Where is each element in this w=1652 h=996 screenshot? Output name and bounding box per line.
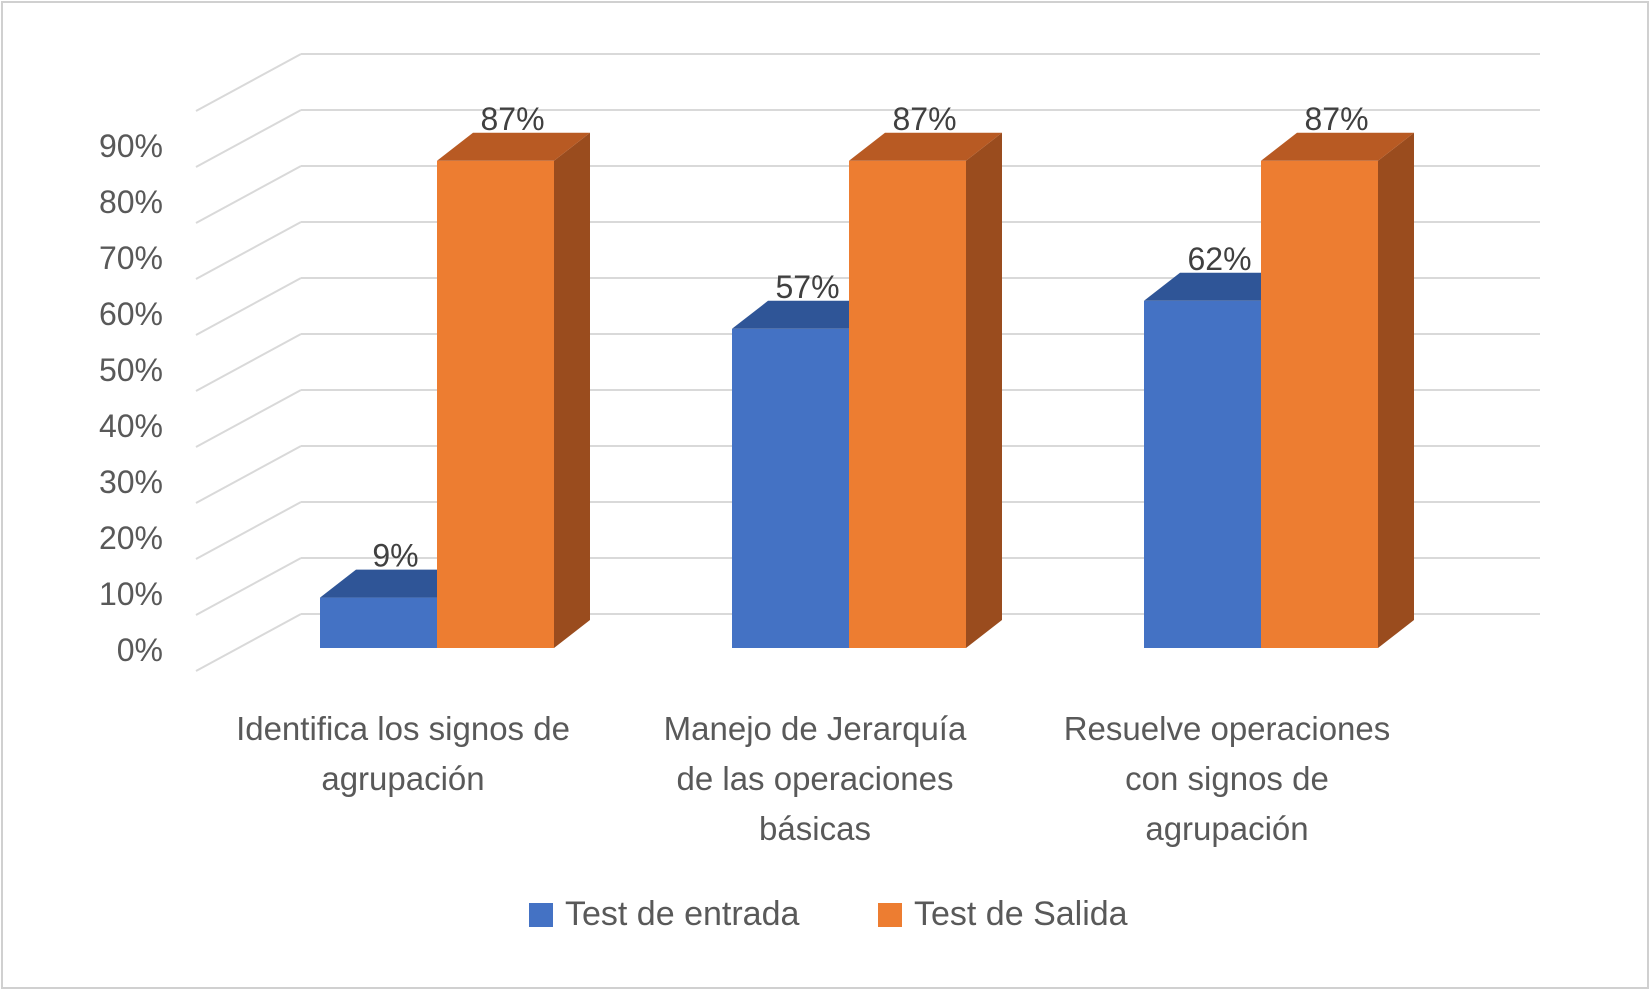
gridline-diagonal — [195, 613, 302, 672]
y-tick-label: 80% — [99, 184, 163, 220]
bar-top-entrada — [732, 300, 885, 329]
gridline-diagonal — [195, 389, 302, 448]
bar-top-salida — [849, 132, 1002, 161]
legend-label: Test de entrada — [565, 895, 799, 933]
data-label: 9% — [372, 538, 418, 574]
category-label: agrupación — [1145, 810, 1308, 847]
y-tick-label: 30% — [99, 464, 163, 500]
bar-salida — [437, 160, 554, 649]
bar-entrada — [732, 328, 849, 648]
bar-side-salida — [1378, 132, 1414, 649]
gridline-diagonal — [195, 557, 302, 616]
bar-top-salida — [437, 132, 590, 161]
category-label: Identifica los signos de — [236, 710, 570, 747]
category-label: Manejo de Jerarquía — [664, 710, 967, 747]
y-tick-label: 50% — [99, 352, 163, 388]
y-tick-label: 60% — [99, 296, 163, 332]
category-label: con signos de — [1125, 760, 1329, 797]
gridline-diagonal — [195, 333, 302, 392]
gridline-diagonal — [195, 53, 302, 112]
bar-entrada — [320, 597, 437, 648]
category-label: de las operaciones — [676, 760, 953, 797]
bars — [320, 132, 1414, 649]
category-label: agrupación — [321, 760, 484, 797]
y-tick-label: 40% — [99, 408, 163, 444]
data-label: 87% — [480, 101, 544, 137]
y-tick-label: 0% — [117, 632, 163, 668]
y-tick-label: 20% — [99, 520, 163, 556]
gridline-diagonal — [195, 221, 302, 280]
gridline-diagonal — [195, 277, 302, 336]
gridline-diagonal — [195, 445, 302, 504]
data-label: 87% — [1304, 101, 1368, 137]
legend-swatch — [529, 903, 553, 927]
bar-side-salida — [554, 132, 590, 649]
data-labels: 9% 87% 57% 87% 62% 87% — [372, 101, 1368, 574]
y-tick-label: 90% — [99, 128, 163, 164]
y-tick-label: 10% — [99, 576, 163, 612]
legend-label: Test de Salida — [914, 895, 1128, 933]
bar-top-entrada — [1144, 272, 1297, 301]
bar-salida — [849, 160, 966, 649]
bar-salida — [1261, 160, 1378, 649]
legend-swatch — [878, 903, 902, 927]
category-label: Resuelve operaciones — [1064, 710, 1391, 747]
gridline-diagonal — [195, 165, 302, 224]
data-label: 87% — [892, 101, 956, 137]
y-axis: 0% 10% 20% 30% 40% 50% 60% 70% 80% 90% — [99, 128, 163, 668]
legend: Test de entrada Test de Salida — [529, 895, 1128, 933]
bar-chart: 0% 10% 20% 30% 40% 50% 60% 70% 80% 90% 9% 87% 57% 87… — [99, 53, 1540, 933]
data-label: 62% — [1187, 241, 1251, 277]
bar-top-entrada — [320, 569, 473, 598]
category-label: básicas — [759, 810, 871, 847]
y-tick-label: 70% — [99, 240, 163, 276]
bar-side-salida — [966, 132, 1002, 649]
bar-top-salida — [1261, 132, 1414, 161]
bar-entrada — [1144, 300, 1261, 648]
gridline-diagonal — [195, 501, 302, 560]
data-label: 57% — [775, 269, 839, 305]
x-axis-categories: Identifica los signos de agrupación Manejo… — [236, 710, 1390, 847]
gridline-diagonal — [195, 109, 302, 168]
